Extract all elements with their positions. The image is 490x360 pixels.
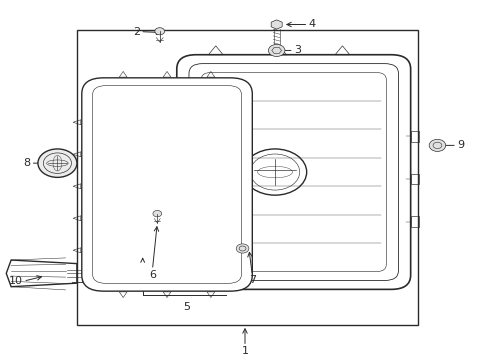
Text: 2: 2 <box>133 27 140 37</box>
Text: 4: 4 <box>308 19 316 30</box>
Text: 9: 9 <box>457 140 464 150</box>
Text: 8: 8 <box>24 158 30 168</box>
Text: 1: 1 <box>242 346 248 356</box>
Text: 5: 5 <box>183 302 190 312</box>
Polygon shape <box>271 20 282 29</box>
Text: 3: 3 <box>294 45 301 55</box>
Circle shape <box>38 149 77 177</box>
Text: 7: 7 <box>249 275 256 285</box>
Circle shape <box>155 28 165 35</box>
Circle shape <box>236 244 249 253</box>
FancyBboxPatch shape <box>82 78 252 291</box>
Text: 10: 10 <box>9 276 24 286</box>
Circle shape <box>429 139 446 152</box>
Circle shape <box>153 211 162 217</box>
Circle shape <box>269 44 285 57</box>
Bar <box>77 30 418 325</box>
Text: 6: 6 <box>149 270 156 280</box>
